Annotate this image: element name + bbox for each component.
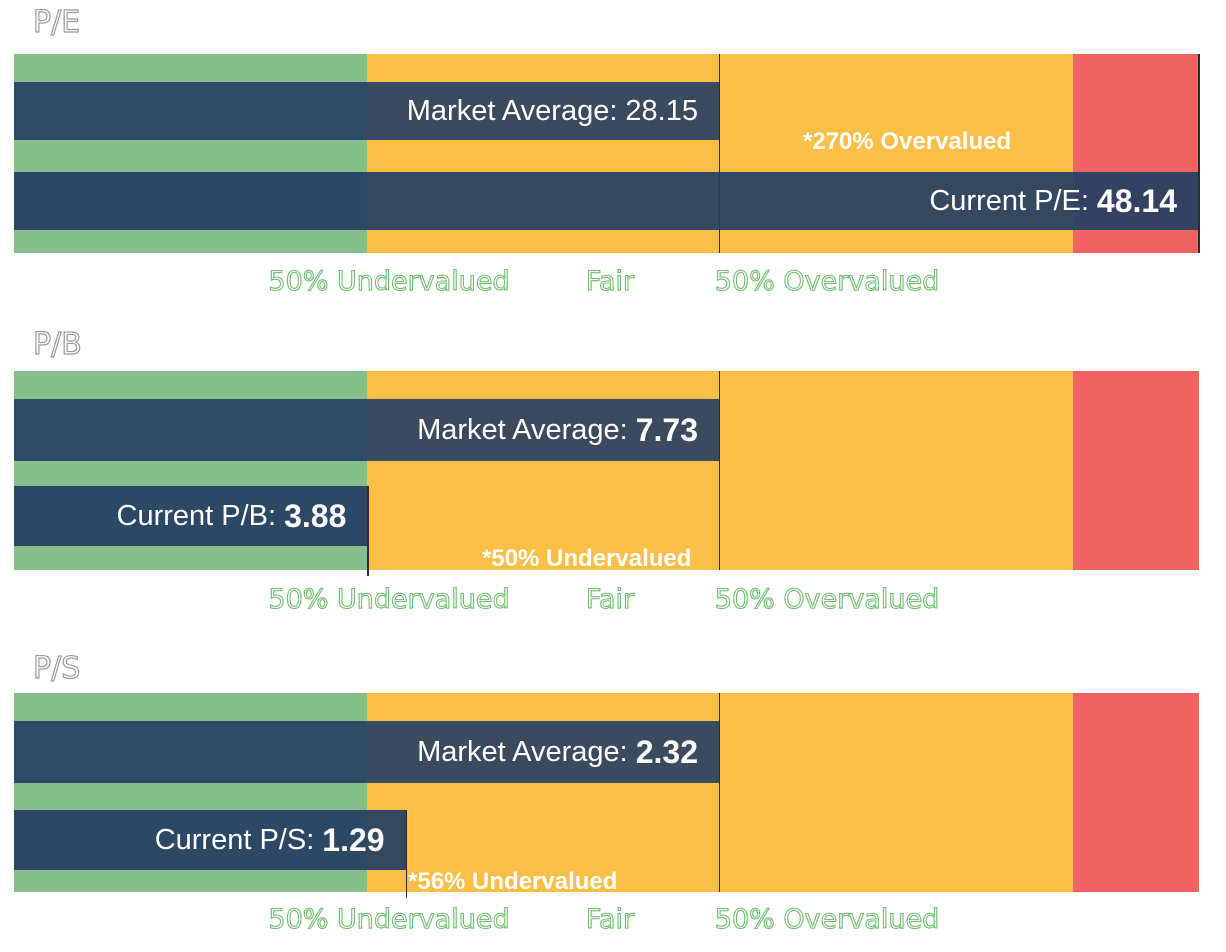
valuation-annotation: *50% Undervalued [482, 545, 692, 572]
valuation-band: Market Average: 28.15 Current P/E: 48.14 [14, 54, 1200, 253]
bar-label: Current P/S: 1.29 [155, 810, 385, 870]
bar-label-text: Market Average: [417, 413, 628, 446]
chart-title: P/E [32, 5, 81, 40]
current-value-bar: Current P/S: 1.29 [14, 810, 407, 870]
bar-value: 28.15 [625, 94, 698, 127]
overvalued-zone [1072, 693, 1199, 892]
bar-label: Market Average: 2.32 [417, 721, 698, 783]
current-value-bar: Current P/E: 48.14 [14, 172, 1199, 230]
valuation-band: Market Average: 2.32 Current P/S: 1.29 [14, 693, 1199, 898]
bar-label: Market Average: 28.15 [407, 82, 698, 140]
bar-value: 1.29 [322, 821, 385, 858]
bar-label: Current P/B: 3.88 [117, 486, 347, 546]
current-value-line [405, 810, 408, 898]
x-tick-label: Fair [585, 904, 635, 935]
fair-value-line [718, 54, 721, 253]
bar-label-text: Current P/B: [116, 499, 277, 532]
x-tick-label: 50% Undervalued [268, 266, 510, 297]
chart-panel: P/B Market Average: 7.73 Current P/B: 3.88 *5… [0, 327, 1226, 630]
current-value-bar: Current P/B: 3.88 [14, 486, 369, 546]
x-tick-label: 50% Overvalued [714, 266, 940, 297]
current-value-line [1198, 54, 1200, 253]
x-tick-label: Fair [585, 266, 635, 297]
bar-label-text: Market Average: [406, 94, 618, 127]
bar-value: 48.14 [1096, 182, 1177, 219]
bar-value: 3.88 [284, 497, 347, 534]
bar-value: 7.73 [635, 411, 698, 448]
market-average-bar: Market Average: 28.15 [14, 82, 720, 140]
bar-label-text: Market Average: [417, 735, 628, 768]
x-tick-label: Fair [585, 584, 635, 615]
chart-panel: P/E Market Average: 28.15 Current P/E: 48.14… [0, 0, 1226, 300]
valuation-band: Market Average: 7.73 Current P/B: 3.88 [14, 371, 1199, 576]
x-tick-label: 50% Undervalued [268, 904, 510, 935]
fair-value-line [718, 693, 721, 892]
x-tick-label: 50% Overvalued [714, 904, 940, 935]
bar-label-text: Current P/E: [929, 184, 1089, 217]
bar-value: 2.32 [635, 733, 698, 770]
valuation-annotation: *270% Overvalued [803, 128, 1012, 155]
chart-panel: P/S Market Average: 2.32 Current P/S: 1.29 *5… [0, 650, 1226, 950]
x-tick-label: 50% Overvalued [714, 584, 940, 615]
valuation-annotation: *56% Undervalued [408, 868, 618, 895]
fair-value-line [718, 371, 721, 570]
market-average-bar: Market Average: 2.32 [14, 721, 720, 783]
bar-label: Market Average: 7.73 [417, 399, 698, 461]
bar-label-text: Current P/S: [154, 823, 315, 856]
chart-title: P/B [32, 327, 82, 362]
chart-title: P/S [32, 651, 81, 686]
bar-label: Current P/E: 48.14 [929, 172, 1177, 230]
x-tick-label: 50% Undervalued [268, 584, 510, 615]
overvalued-zone [1072, 371, 1199, 570]
current-value-line [367, 486, 369, 576]
market-average-bar: Market Average: 7.73 [14, 399, 720, 461]
